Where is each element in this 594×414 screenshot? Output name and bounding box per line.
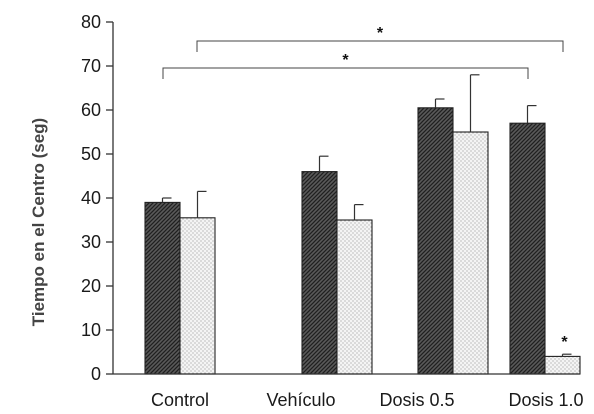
bar-s2-2 (452, 131, 489, 375)
x-category-label: Control (151, 390, 209, 410)
y-axis: 0 10 20 30 40 50 60 70 80 (81, 12, 114, 384)
y-tick-label: 60 (81, 100, 101, 120)
y-tick-label: 80 (81, 12, 101, 32)
bar-s1-1 (301, 171, 338, 375)
y-tick-label: 10 (81, 320, 101, 340)
bar-s1-0 (144, 201, 181, 375)
x-axis: Control Vehículo Dosis 0.5 Dosis 1.0 (113, 373, 584, 410)
bar-significance-star: * (561, 334, 568, 351)
significance-star: * (342, 52, 349, 69)
bar-s2-3 (544, 355, 581, 375)
bar-s1-2 (417, 107, 454, 375)
y-tick-label: 40 (81, 188, 101, 208)
y-tick-label: 30 (81, 232, 101, 252)
x-category-label: Dosis 0.5 (379, 390, 454, 410)
y-tick-label: 50 (81, 144, 101, 164)
significance-bracket (162, 67, 529, 79)
y-axis-title: Tiempo en el Centro (seg) (29, 118, 48, 326)
x-category-label: Dosis 1.0 (508, 390, 583, 410)
bar-s2-0 (179, 217, 216, 375)
y-tick-label: 70 (81, 56, 101, 76)
bar-s1-3 (509, 122, 546, 375)
y-tick-label: 0 (91, 364, 101, 384)
bar-s2-1 (336, 219, 373, 375)
significance-star: * (377, 25, 384, 42)
error-bars (161, 74, 572, 357)
x-category-label: Vehículo (266, 390, 335, 410)
y-tick-label: 20 (81, 276, 101, 296)
significance-annotations: * * * (162, 25, 568, 351)
significance-bracket (196, 40, 564, 52)
bars (144, 107, 581, 375)
